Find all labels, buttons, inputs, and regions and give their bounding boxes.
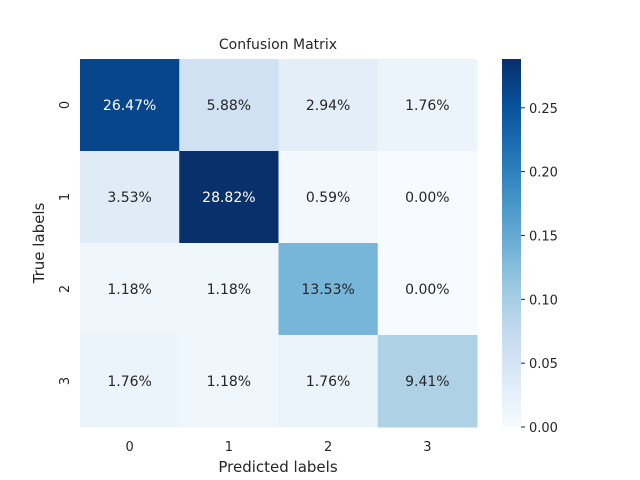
cell-value-label: 1.18% [107, 282, 151, 298]
y-tick-label: 2 [58, 285, 73, 293]
cell-value-label: 1.76% [107, 374, 151, 390]
cell-value-label: 1.76% [405, 98, 449, 114]
y-axis-label: True labels [30, 202, 48, 284]
colorbar-ticks: 0.00 0.05 0.10 0.15 0.20 0.25 [521, 102, 558, 436]
heatmap-cell [80, 243, 180, 336]
x-tick-label: 0 [125, 440, 133, 455]
colorbar-tick-label: 0.00 [529, 421, 558, 436]
cell-value-label: 1.18% [207, 374, 251, 390]
heatmap-cell [377, 335, 478, 428]
heatmap-cell [377, 59, 478, 152]
y-axis-ticks: 0 1 2 3 [58, 101, 73, 385]
cell-value-label: 13.53% [301, 282, 354, 298]
cell-value-label: 28.82% [202, 190, 255, 206]
heatmap-cells: 26.47% 5.88% 2.94% 1.76% 3.53% 28.82% 0.59% 0.0… [80, 59, 478, 428]
heatmap-cell [278, 335, 379, 428]
heatmap-cell [179, 243, 279, 336]
chart-title: Confusion Matrix [219, 37, 337, 53]
y-tick-label: 0 [58, 101, 73, 109]
heatmap-cell [179, 59, 279, 152]
y-tick-label: 1 [58, 193, 73, 201]
colorbar-tick-label: 0.25 [529, 102, 558, 117]
heatmap-cell [278, 59, 379, 152]
x-tick-label: 1 [225, 440, 233, 455]
cell-value-label: 9.41% [405, 374, 449, 390]
heatmap-cell [179, 151, 279, 244]
cell-value-label: 26.47% [103, 98, 156, 114]
heatmap-cell [278, 243, 379, 336]
cell-value-label: 0.00% [405, 190, 449, 206]
cell-value-label: 0.59% [306, 190, 350, 206]
heatmap-cell [377, 151, 478, 244]
y-tick-label: 3 [58, 377, 73, 385]
cell-value-label: 5.88% [207, 98, 251, 114]
heatmap-cell [80, 59, 180, 152]
x-axis-ticks: 0 1 2 3 [125, 440, 431, 455]
x-tick-label: 3 [423, 440, 431, 455]
heatmap-cell [80, 335, 180, 428]
x-tick-label: 2 [324, 440, 332, 455]
colorbar-tick-label: 0.20 [529, 166, 558, 181]
colorbar [502, 59, 521, 427]
heatmap-cell [80, 151, 180, 244]
heatmap-cell [377, 243, 478, 336]
x-axis-label: Predicted labels [218, 458, 337, 476]
cell-value-label: 0.00% [405, 282, 449, 298]
colorbar-tick-label: 0.15 [529, 229, 558, 244]
cell-value-label: 3.53% [107, 190, 151, 206]
heatmap-cell [278, 151, 379, 244]
heatmap-cell [179, 335, 279, 428]
cell-value-label: 1.76% [306, 374, 350, 390]
cell-value-label: 2.94% [306, 98, 350, 114]
cell-value-label: 1.18% [207, 282, 251, 298]
colorbar-tick-label: 0.05 [529, 357, 558, 372]
colorbar-tick-label: 0.10 [529, 293, 558, 308]
